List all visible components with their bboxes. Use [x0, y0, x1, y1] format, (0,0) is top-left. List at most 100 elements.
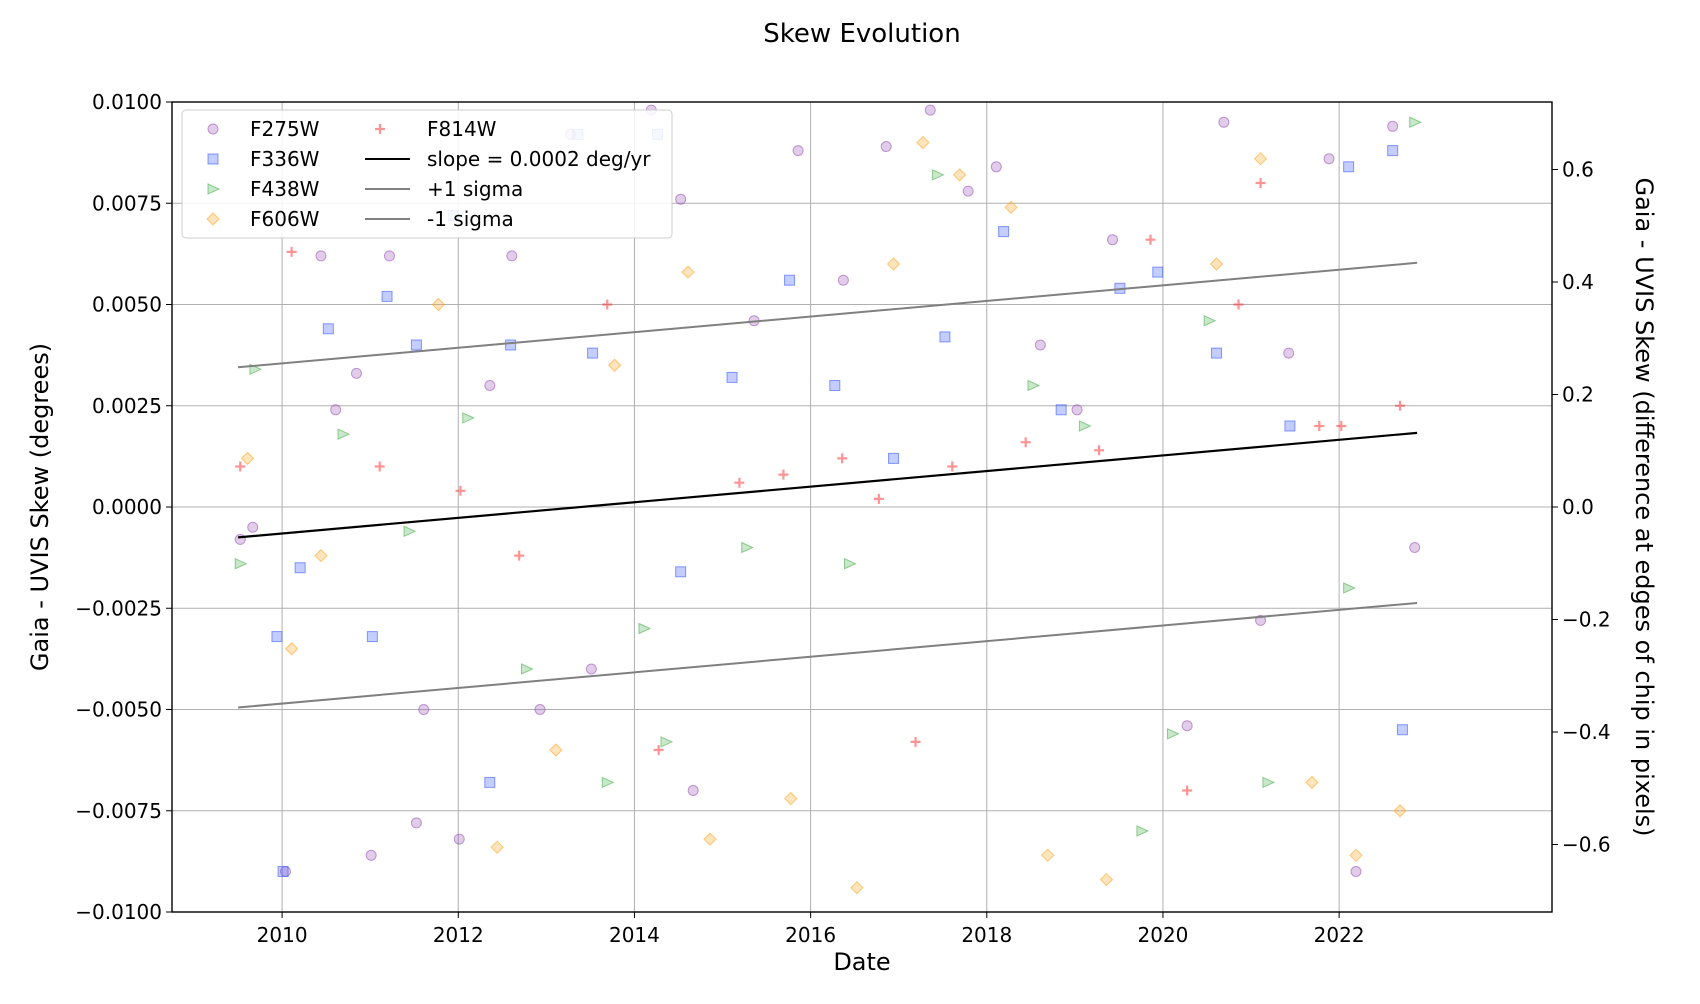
- data-point: [1305, 775, 1319, 790]
- x-tick-label: 2022: [1314, 923, 1365, 947]
- data-point: [330, 404, 342, 416]
- data-point: [587, 347, 599, 359]
- data-point: [880, 141, 892, 153]
- legend-label: -1 sigma: [427, 207, 514, 231]
- data-point: [1145, 234, 1156, 245]
- data-point: [837, 274, 849, 286]
- data-point: [585, 663, 597, 675]
- legend-label: F606W: [250, 207, 320, 231]
- data-point: [453, 833, 465, 845]
- legend-frame: [181, 109, 673, 239]
- data-point: [277, 866, 289, 877]
- data-point: [521, 663, 534, 675]
- x-tick-label: 2012: [433, 923, 484, 947]
- legend-label: F336W: [250, 147, 320, 171]
- data-point: [607, 358, 622, 372]
- data-point: [602, 299, 613, 310]
- series-line-7: [237, 601, 1418, 709]
- series-F814W-points: [235, 178, 1406, 796]
- legend-marker: [207, 153, 219, 165]
- data-point: [1004, 200, 1018, 215]
- data-point: [932, 169, 945, 181]
- data-point: [1349, 848, 1363, 863]
- data-point: [924, 104, 936, 116]
- data-point: [534, 704, 546, 715]
- data-point: [1211, 347, 1223, 359]
- data-point: [998, 226, 1010, 238]
- legend-marker: [206, 212, 220, 226]
- series-F606W-points: [240, 135, 1407, 895]
- y2-tick-label: 0.4: [1562, 270, 1594, 294]
- data-point: [873, 493, 884, 504]
- y2-tick-label: 0.2: [1562, 383, 1594, 407]
- data-point: [514, 550, 525, 561]
- legend-marker: [375, 124, 385, 134]
- data-point: [271, 631, 283, 643]
- data-point: [784, 274, 796, 286]
- data-point: [322, 323, 334, 335]
- data-point: [687, 785, 699, 796]
- data-point: [549, 743, 563, 757]
- data-point: [990, 161, 1002, 173]
- data-point: [235, 461, 246, 472]
- data-point: [1107, 234, 1119, 246]
- data-point: [792, 145, 804, 157]
- data-point: [741, 541, 754, 554]
- data-point: [1166, 728, 1180, 740]
- data-point: [365, 849, 377, 861]
- data-point: [601, 776, 615, 789]
- series-F336W-points: [271, 128, 1408, 877]
- series-line-6: [237, 261, 1418, 369]
- y2-tick-label: −0.6: [1562, 833, 1611, 857]
- points-layer: [234, 104, 1422, 895]
- y2-tick-label: −0.2: [1562, 608, 1611, 632]
- data-point: [1396, 724, 1408, 736]
- data-point: [1284, 420, 1296, 432]
- legend-label: F814W: [427, 117, 497, 141]
- data-point: [286, 246, 297, 257]
- data-point: [962, 185, 974, 197]
- y-axis-label: Gaia - UVIS Skew (degrees): [26, 343, 54, 671]
- data-point: [1020, 437, 1031, 448]
- data-point: [337, 428, 351, 440]
- data-point: [1040, 848, 1055, 863]
- data-point: [294, 562, 306, 574]
- data-point: [1094, 445, 1105, 456]
- legend-marker: [207, 183, 221, 195]
- data-point: [247, 521, 259, 533]
- data-point: [1136, 825, 1150, 837]
- x-tick-label: 2014: [609, 923, 660, 947]
- data-point: [947, 461, 958, 472]
- chart-title: Skew Evolution: [763, 19, 960, 49]
- y-tick-label: 0.0000: [92, 495, 162, 519]
- data-point: [374, 461, 385, 472]
- data-point: [455, 485, 466, 496]
- y-tick-label: −0.0075: [75, 799, 162, 823]
- y2-tick-label: 0.0: [1562, 495, 1594, 519]
- data-point: [886, 257, 901, 271]
- data-point: [916, 135, 930, 150]
- x-tick-label: 2020: [1138, 923, 1189, 947]
- data-point: [843, 557, 857, 570]
- data-point: [837, 453, 848, 464]
- data-point: [410, 339, 422, 351]
- data-point: [1233, 299, 1244, 310]
- data-point: [1034, 339, 1046, 351]
- data-point: [1283, 347, 1295, 359]
- data-point: [506, 250, 518, 262]
- data-point: [240, 451, 255, 466]
- data-point: [675, 193, 687, 205]
- data-point: [1152, 266, 1164, 278]
- y-tick-label: −0.0025: [75, 596, 162, 620]
- data-point: [829, 380, 841, 391]
- data-point: [681, 265, 695, 279]
- data-point: [315, 250, 327, 262]
- data-point: [1055, 404, 1067, 416]
- data-point: [1409, 116, 1422, 129]
- data-point: [1343, 582, 1356, 594]
- data-point: [1182, 785, 1193, 796]
- data-point: [850, 880, 864, 895]
- data-point: [1395, 400, 1406, 411]
- data-point: [703, 832, 717, 846]
